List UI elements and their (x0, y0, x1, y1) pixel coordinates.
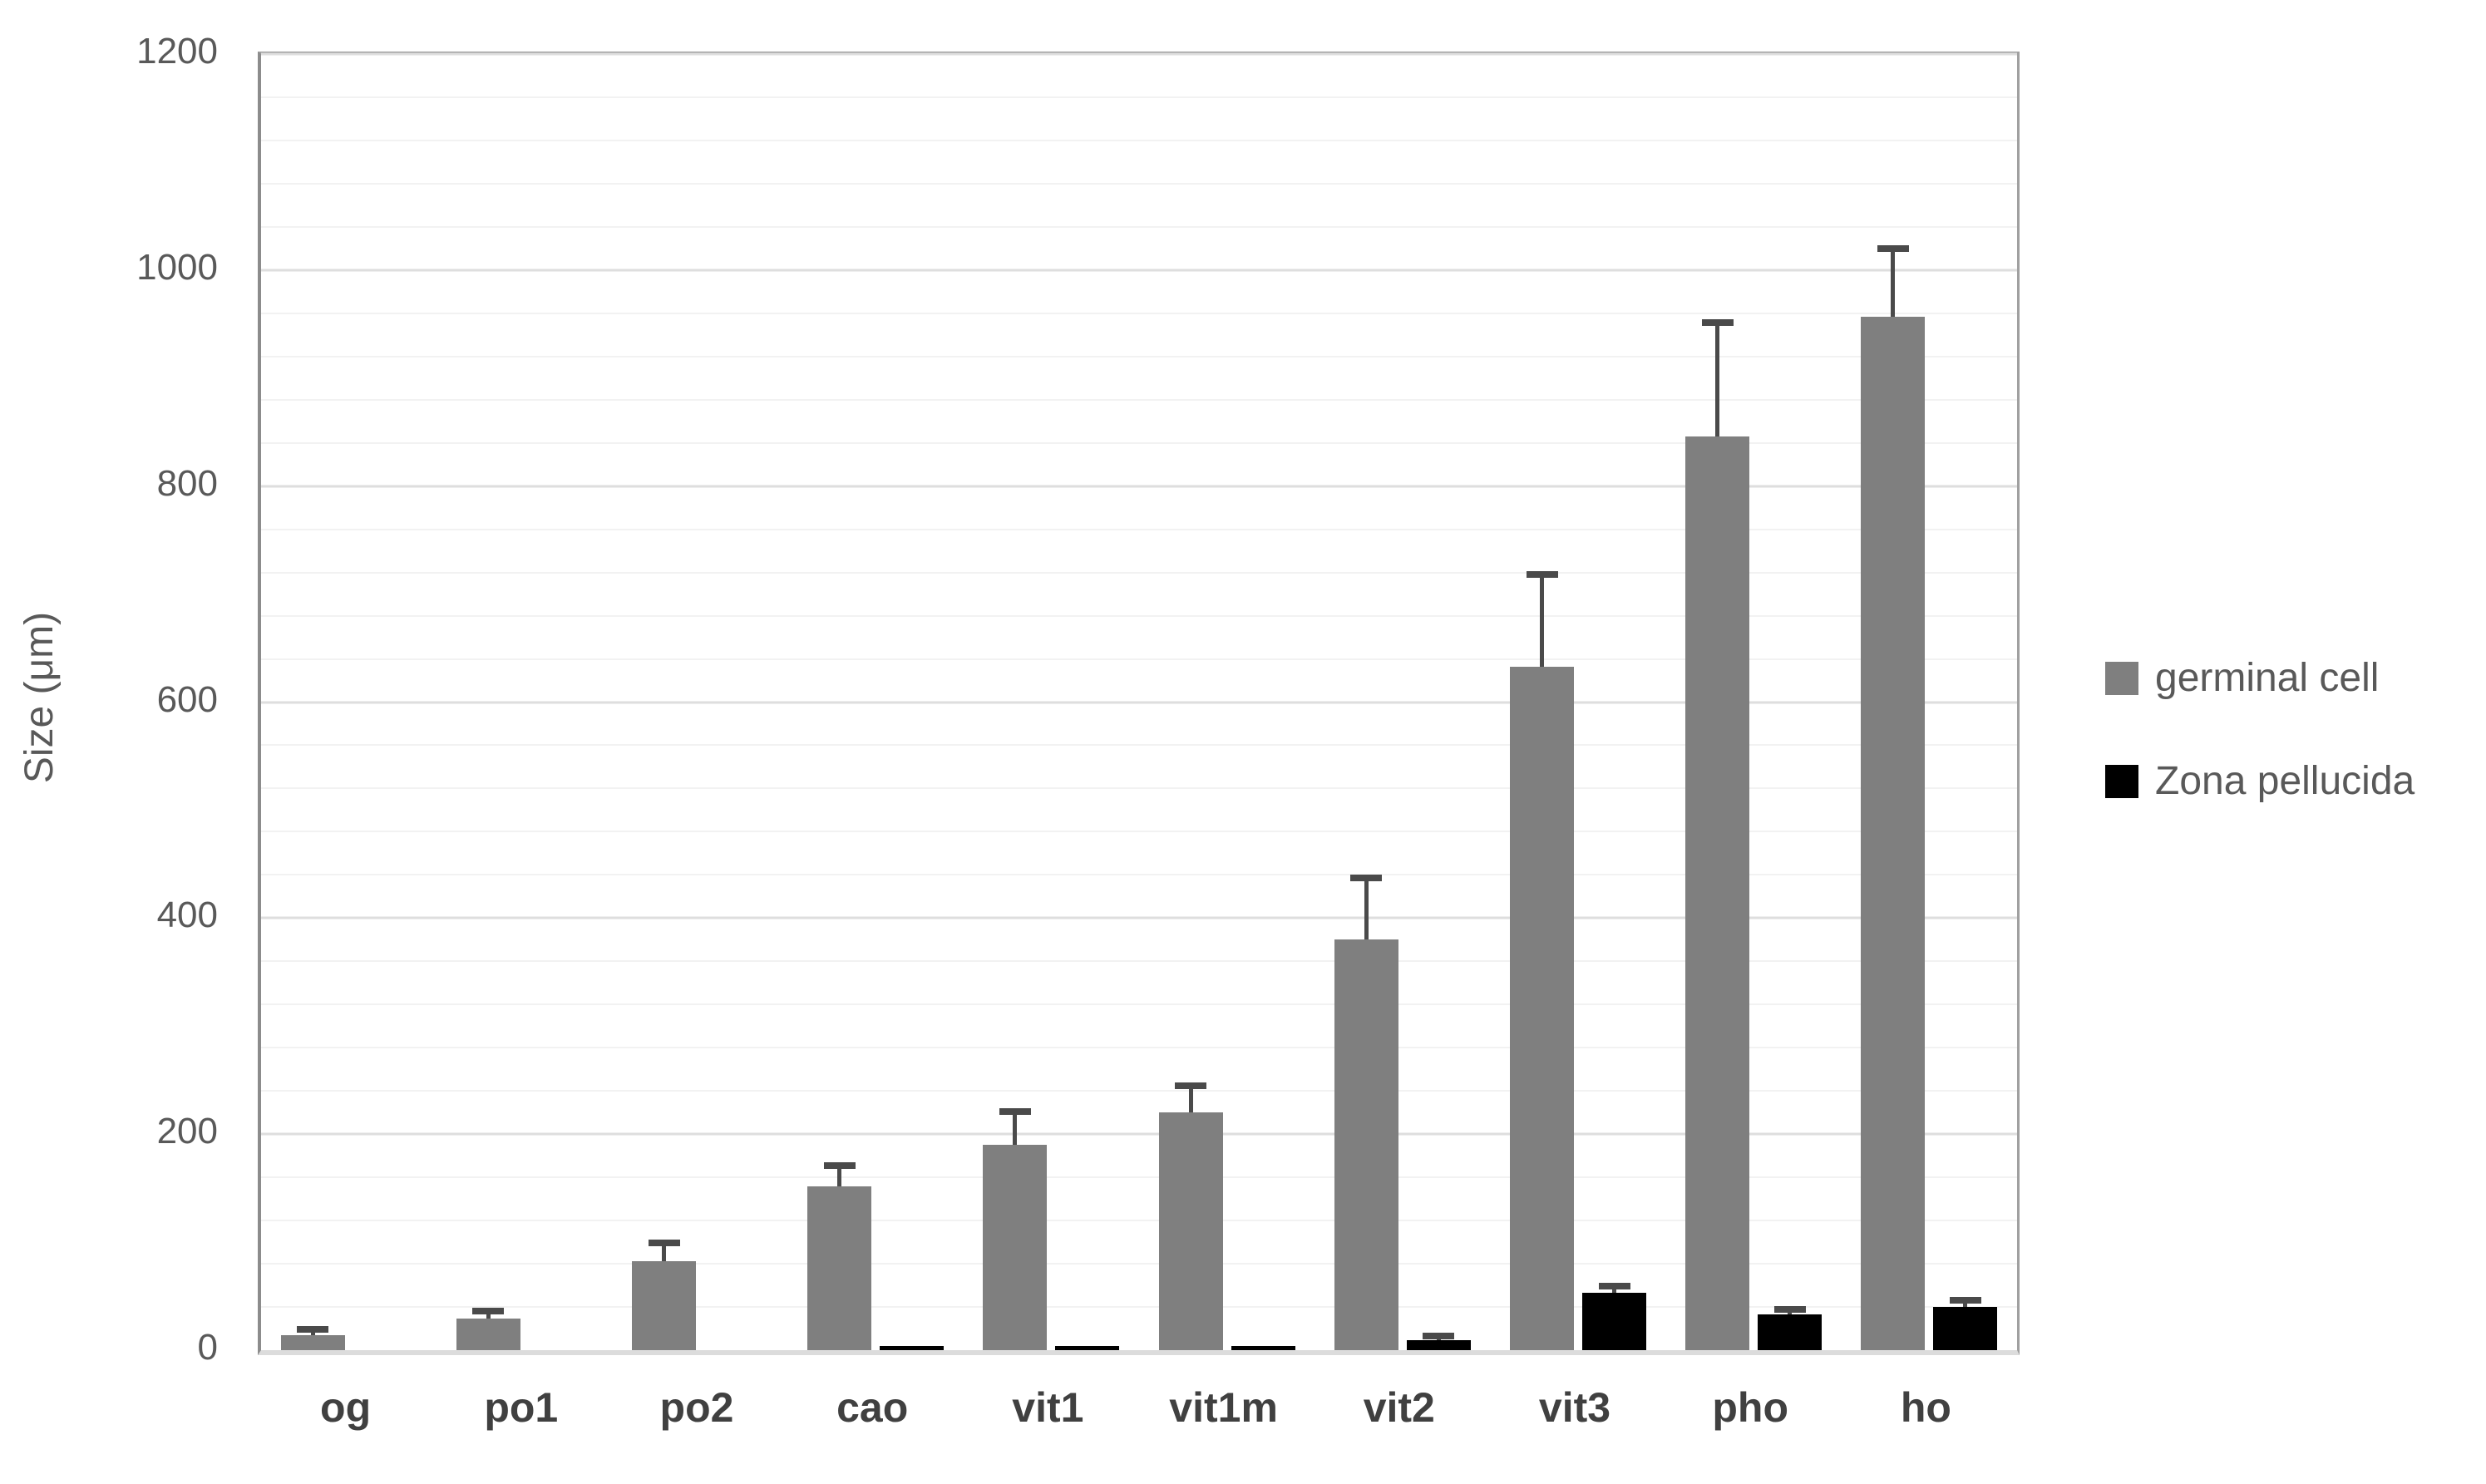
bar-germinal-cell-cao (807, 1186, 872, 1350)
x-tick-label-og: og (320, 1384, 372, 1431)
error-bar-cap-ho (1949, 1297, 1981, 1304)
bar-germinal-cell-vit2 (1334, 939, 1398, 1350)
minor-gridline (261, 1176, 2017, 1179)
error-bar-cap-vit3 (1598, 1283, 1630, 1290)
minor-gridline (261, 96, 2017, 98)
bar-germinal-cell-po1 (456, 1319, 520, 1350)
error-bar-cap-vit3 (1526, 571, 1558, 579)
bar-zona-pellucida-ho (1933, 1307, 1998, 1350)
bar-zona-pellucida-cao (880, 1345, 945, 1350)
bar-zona-pellucida-vit2 (1406, 1340, 1471, 1350)
y-tick-label-800: 800 (156, 462, 218, 504)
bar-germinal-cell-og (280, 1334, 345, 1350)
error-bar-cap-vit2 (1423, 1333, 1455, 1340)
minor-gridline (261, 658, 2017, 660)
error-bar-cap-vit1 (999, 1107, 1031, 1115)
legend: germinal cell Zona pellucida (2105, 658, 2414, 865)
minor-gridline (261, 960, 2017, 963)
bar-zona-pellucida-vit1 (1055, 1345, 1120, 1350)
y-tick-label-1200: 1200 (136, 31, 218, 71)
minor-gridline (261, 355, 2017, 357)
legend-label: Zona pellucida (2155, 759, 2415, 803)
legend-swatch-icon (2105, 662, 2138, 695)
y-tick-label-600: 600 (156, 678, 218, 720)
minor-gridline (261, 1047, 2017, 1049)
error-bar-cap-og (297, 1326, 329, 1334)
x-tick-label-vit2: vit2 (1363, 1384, 1435, 1431)
minor-gridline (261, 1090, 2017, 1092)
minor-gridline (261, 1263, 2017, 1265)
bar-germinal-cell-ho (1861, 316, 1926, 1350)
error-bar-cao (837, 1165, 842, 1186)
y-tick-label-1000: 1000 (136, 246, 218, 288)
bar-germinal-cell-po2 (632, 1261, 696, 1350)
major-gridline (261, 485, 2017, 488)
minor-gridline (261, 139, 2017, 141)
y-tick-label-0: 0 (197, 1327, 218, 1368)
error-bar-vit3 (1540, 574, 1544, 667)
minor-gridline (261, 874, 2017, 876)
minor-gridline (261, 744, 2017, 747)
error-bar-ho (1891, 248, 1896, 317)
x-tick-label-pho: pho (1712, 1384, 1788, 1431)
x-tick-label-po1: po1 (484, 1384, 559, 1431)
error-bar-cap-pho (1773, 1305, 1806, 1313)
y-tick-label-400: 400 (156, 895, 218, 936)
x-tick-label-cao: cao (836, 1384, 909, 1431)
minor-gridline (261, 1306, 2017, 1309)
minor-gridline (261, 312, 2017, 314)
minor-gridline (261, 787, 2017, 790)
bar-germinal-cell-pho (1685, 436, 1750, 1350)
minor-gridline (261, 225, 2017, 228)
error-bar-vit1m (1188, 1085, 1193, 1113)
minor-gridline (261, 831, 2017, 833)
bar-zona-pellucida-pho (1758, 1314, 1823, 1350)
major-gridline (261, 1132, 2017, 1136)
bar-germinal-cell-vit1 (983, 1145, 1048, 1350)
x-tick-label-vit1m: vit1m (1169, 1384, 1278, 1431)
minor-gridline (261, 614, 2017, 617)
major-gridline (261, 701, 2017, 703)
y-tick-label-200: 200 (156, 1111, 218, 1152)
minor-gridline (261, 398, 2017, 401)
minor-gridline (261, 182, 2017, 185)
error-bar-cap-pho (1701, 319, 1734, 327)
legend-item-zona-pellucida: Zona pellucida (2105, 762, 2414, 801)
bar-germinal-cell-vit3 (1510, 666, 1574, 1350)
error-bar-cap-vit1m (1175, 1082, 1207, 1089)
x-tick-label-po2: po2 (659, 1384, 734, 1431)
error-bar-po1 (486, 1311, 491, 1319)
x-tick-label-vit3: vit3 (1538, 1384, 1611, 1431)
legend-label: germinal cell (2155, 656, 2380, 700)
x-tick-label-ho: ho (1900, 1384, 1951, 1431)
minor-gridline (261, 528, 2017, 530)
error-bar-cap-vit2 (1350, 875, 1383, 882)
error-bar-vit1 (1013, 1111, 1018, 1146)
error-bar-cap-po1 (472, 1308, 505, 1315)
major-gridline (261, 52, 2017, 56)
minor-gridline (261, 1003, 2017, 1006)
legend-swatch-icon (2105, 765, 2138, 798)
major-gridline (261, 916, 2017, 919)
bar-germinal-cell-vit1m (1158, 1112, 1223, 1350)
minor-gridline (261, 1220, 2017, 1222)
major-gridline (261, 269, 2017, 272)
error-bar-po2 (662, 1243, 666, 1262)
error-bar-cap-cao (823, 1161, 856, 1169)
minor-gridline (261, 571, 2017, 574)
error-bar-cap-po2 (648, 1240, 680, 1247)
error-bar-vit2 (1364, 878, 1369, 940)
error-bar-pho (1715, 323, 1720, 436)
error-bar-cap-ho (1877, 244, 1909, 252)
plot-area (258, 52, 2020, 1355)
bar-zona-pellucida-vit3 (1582, 1293, 1646, 1350)
legend-item-germinal-cell: germinal cell (2105, 658, 2414, 698)
bar-zona-pellucida-vit1m (1231, 1345, 1295, 1350)
minor-gridline (261, 441, 2017, 444)
x-tick-label-vit1: vit1 (1012, 1384, 1084, 1431)
